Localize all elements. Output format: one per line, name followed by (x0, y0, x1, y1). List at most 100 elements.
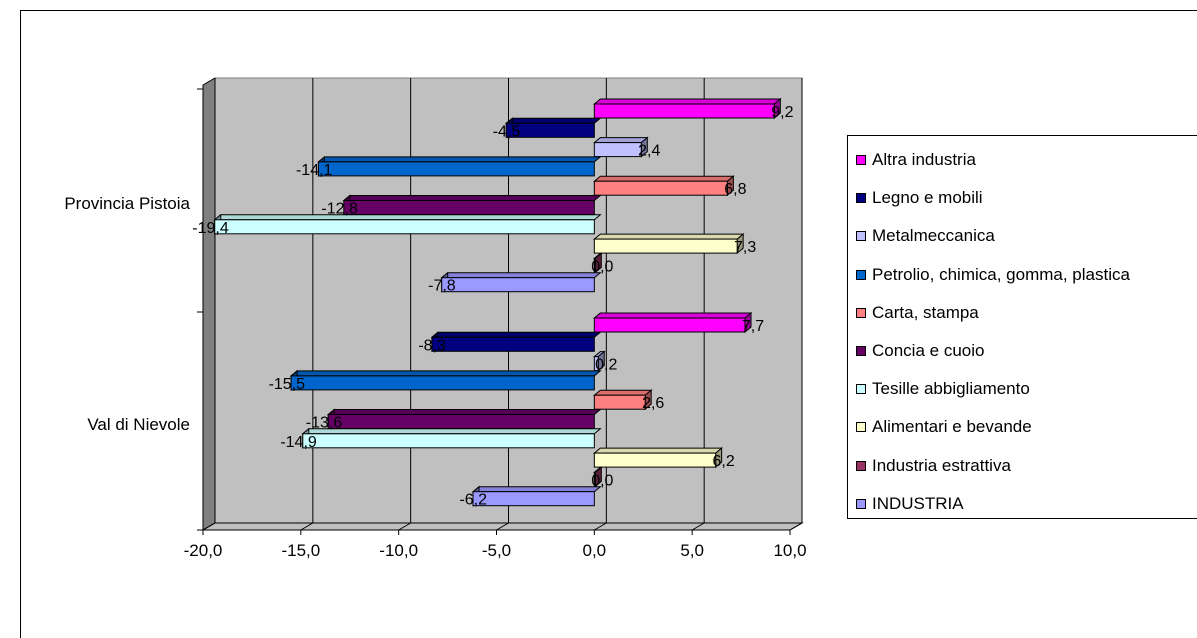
legend-item: INDUSTRIA (856, 494, 964, 514)
bar-front (593, 142, 642, 158)
bar (592, 447, 724, 469)
bar-front (472, 491, 595, 507)
legend-swatch (856, 231, 866, 242)
bar (592, 252, 603, 274)
bar (326, 408, 602, 430)
data-label: 6,2 (713, 453, 735, 470)
bar-front (593, 238, 738, 254)
bar-front (593, 103, 775, 119)
legend-swatch (856, 155, 866, 165)
legend-label: Concia e cuoio (872, 341, 985, 360)
data-labels: 9,2 -4,5 2,4 -14,1 6,8 -12,8 -19,4 7,3 0,0 -7,8 7,… (192, 104, 793, 509)
bar (592, 175, 735, 197)
legend-item: Metalmeccanica (856, 226, 995, 246)
bar (471, 485, 602, 507)
legend-item: Petrolio, chimica, gomma, plastica (856, 265, 1130, 285)
data-label: 0,2 (595, 357, 617, 374)
bar-front (327, 414, 595, 429)
data-label: -15,5 (269, 376, 306, 393)
bar-top (592, 98, 782, 105)
legend-item: Carta, stampa (856, 303, 979, 323)
gridline-floor (202, 522, 216, 531)
legend-item: Altra industria (856, 150, 976, 170)
bar-top (504, 117, 602, 124)
legend-swatch (856, 460, 866, 471)
bar-top (440, 272, 602, 279)
y-axis: Provincia Pistoia Val di Nievole (64, 85, 204, 531)
legend-item: Legno e mobili (856, 188, 983, 208)
legend: Altra industria Legno e mobili Metalmeccan… (847, 135, 1197, 519)
bar-top (289, 370, 602, 377)
bar-top (317, 156, 602, 163)
data-label: 7,3 (734, 239, 756, 256)
x-tick-label: 5,0 (680, 541, 704, 560)
data-label: -14,1 (296, 162, 333, 179)
bar (592, 136, 649, 158)
legend-label: Alimentari e bevande (872, 417, 1032, 437)
bar-front (431, 336, 595, 352)
legend-swatch (856, 307, 866, 318)
gridline-floor (594, 522, 607, 531)
bar-front (593, 452, 717, 468)
data-label: 0,0 (591, 472, 613, 489)
bar (592, 389, 653, 411)
bar-front (593, 394, 646, 410)
legend-item: Tesille abbigliamento (856, 379, 1030, 399)
bar-front (302, 433, 595, 449)
data-label: 2,4 (638, 143, 660, 160)
bar (317, 155, 602, 177)
x-tick-label: -15,0 (281, 541, 320, 560)
data-label: -19,4 (192, 220, 229, 237)
x-axis: -20,0 -15,0 -10,0 -5,0 0,0 5,0 10,0 (184, 529, 807, 560)
legend-label: Metalmeccanica (872, 226, 995, 246)
bar (592, 97, 782, 120)
legend-label: Petrolio, chimica, gomma, plastica (872, 264, 1130, 284)
data-label: 2,6 (642, 395, 664, 412)
gridline-floor (691, 522, 705, 531)
bar (301, 427, 602, 449)
bar (289, 369, 602, 391)
x-tick-label: -20,0 (184, 541, 223, 560)
x-tick-label: 10,0 (773, 541, 806, 560)
data-label: -13,6 (306, 415, 343, 432)
bar-top (430, 331, 602, 338)
bar-top (471, 486, 602, 493)
bar (342, 194, 602, 216)
data-label: 7,7 (742, 318, 764, 335)
legend-label: INDUSTRIA (872, 493, 964, 513)
bar-top (326, 409, 602, 415)
legend-item: Industria estrattiva (856, 456, 1011, 476)
legend-swatch (856, 498, 866, 509)
bar (592, 311, 753, 334)
data-label: -7,8 (428, 278, 456, 295)
legend-label: Carta, stampa (872, 302, 979, 322)
legend-label: Altra industria (872, 150, 976, 169)
bar (592, 350, 606, 372)
x-tick-label: -10,0 (379, 541, 418, 560)
bar-front (214, 219, 595, 235)
x-tick-label: -5,0 (482, 541, 511, 560)
bar-top (592, 312, 753, 319)
legend-swatch (856, 422, 866, 433)
data-label: 6,8 (724, 181, 746, 198)
bar-top (592, 233, 745, 240)
legend-swatch (856, 193, 866, 204)
bar-front (343, 200, 595, 215)
data-label: -6,2 (459, 492, 487, 509)
legend-item: Alimentari e bevande (856, 417, 1032, 437)
gridline-floor (496, 522, 509, 531)
bar-front (593, 317, 746, 333)
data-label: -14,9 (280, 434, 317, 451)
bar-top (342, 195, 602, 201)
bar-front (505, 122, 595, 138)
bar (504, 117, 602, 139)
bar-top (592, 175, 735, 182)
bars (213, 97, 782, 507)
bar (592, 466, 603, 488)
bar (440, 271, 602, 293)
data-label: -12,8 (321, 201, 358, 218)
data-label: 9,2 (771, 104, 793, 121)
gridline-floor (300, 522, 314, 531)
legend-swatch (856, 346, 866, 356)
x-tick-label: 0,0 (583, 541, 607, 560)
